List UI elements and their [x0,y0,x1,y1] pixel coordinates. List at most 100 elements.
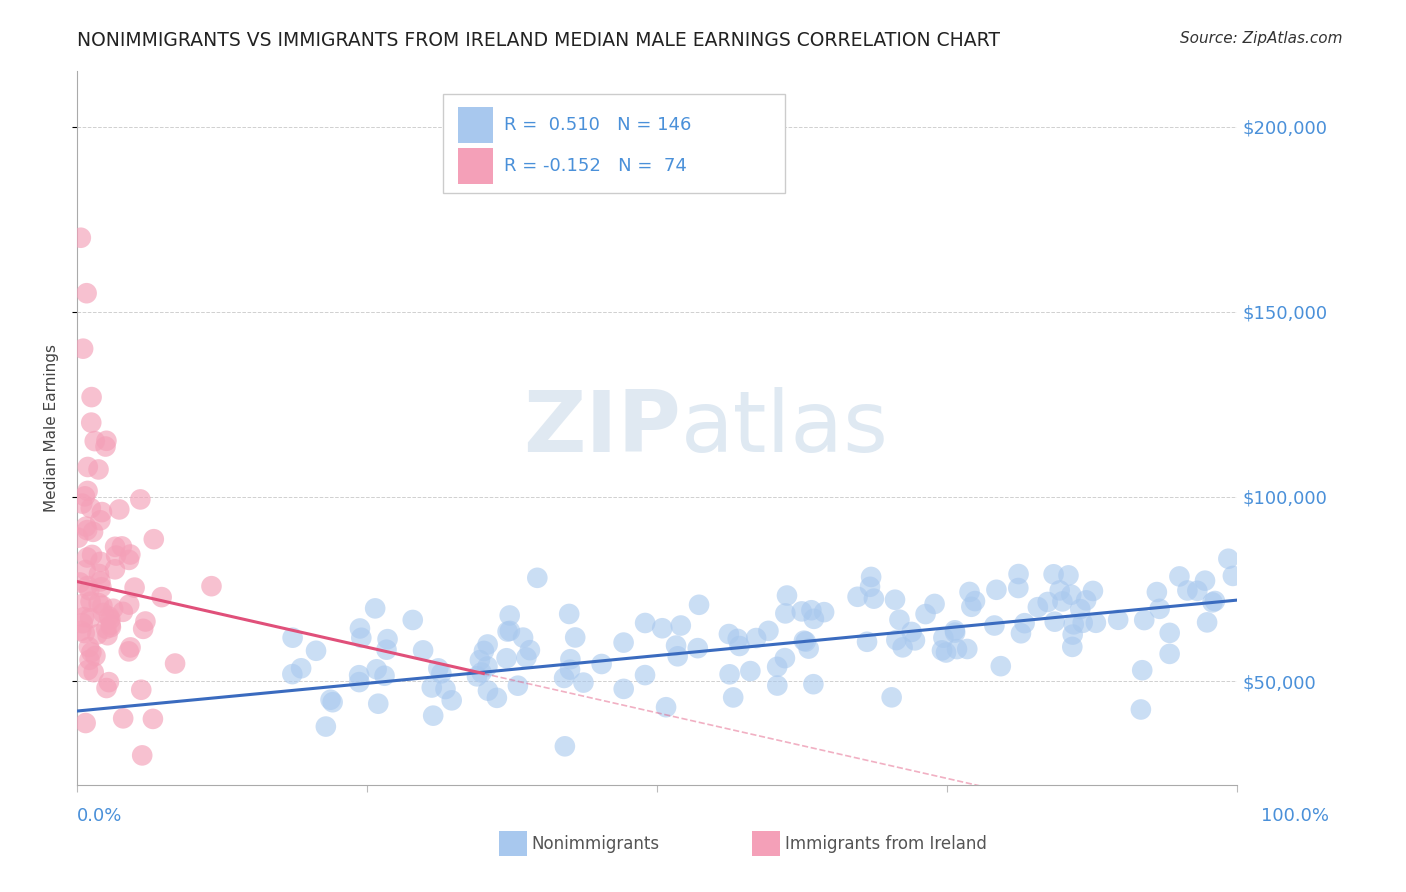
Text: 100.0%: 100.0% [1261,807,1329,825]
Point [564,631,586,645]
Point [496,624,519,639]
Point [803,612,825,626]
Point [880,690,903,705]
Point [290,661,312,675]
Point [924,597,946,611]
Point [856,634,879,648]
Point [96,628,118,642]
Point [1069,602,1091,616]
Point [1042,567,1064,582]
Point [80,416,103,430]
Point [129,682,152,697]
Point [91,606,114,620]
Point [554,739,576,754]
Point [794,634,817,648]
Point [775,607,797,621]
Point [591,657,613,671]
Point [1194,574,1216,588]
Point [1159,626,1181,640]
Point [1007,581,1029,595]
Point [773,651,796,665]
Point [142,532,165,546]
Point [73,626,96,640]
Point [134,615,156,629]
Point [1063,617,1085,632]
Point [118,553,141,567]
Point [87,596,110,610]
Point [364,601,387,615]
Point [70,624,93,638]
Point [91,599,114,613]
Point [79,653,101,667]
Point [1187,583,1209,598]
Point [1130,663,1153,677]
Point [111,540,134,554]
Point [98,612,121,626]
Point [960,599,983,614]
Point [558,663,581,677]
Point [688,598,710,612]
Point [956,642,979,657]
Point [477,638,499,652]
Point [77,663,100,677]
Point [373,669,395,683]
Point [1062,627,1084,641]
Point [1133,613,1156,627]
Point [434,681,457,696]
Point [499,608,522,623]
Point [75,716,97,731]
Point [377,632,399,647]
Point [89,555,111,569]
Point [80,390,103,404]
Point [82,524,104,539]
Point [1201,595,1223,609]
Point [200,579,222,593]
Point [76,550,98,565]
Point [1222,569,1244,583]
Point [666,649,689,664]
Point [80,501,103,516]
Point [1146,585,1168,599]
Point [281,631,304,645]
Point [77,583,100,598]
Point [77,640,100,654]
Point [98,609,121,624]
Point [281,667,304,681]
Point [367,697,389,711]
Point [1159,647,1181,661]
Text: R = -0.152   N =  74: R = -0.152 N = 74 [505,157,688,175]
Point [859,580,882,594]
Point [1071,615,1094,630]
Point [1177,583,1199,598]
Point [477,659,499,673]
Point [75,563,97,577]
Point [120,640,142,655]
Point [1036,595,1059,609]
Point [740,664,762,678]
Point [76,483,98,498]
Point [613,635,636,649]
Point [499,624,522,638]
Point [69,575,91,590]
Point [322,695,344,709]
Point [80,645,103,659]
Point [943,625,966,640]
Point [72,497,94,511]
Point [420,681,443,695]
Point [904,633,927,648]
Point [79,594,101,608]
Point [613,681,636,696]
Point [366,662,388,676]
Point [1074,593,1097,607]
Point [718,667,741,681]
Point [863,591,886,606]
Point [886,633,908,648]
Point [86,627,108,641]
Point [943,624,966,638]
Point [758,624,780,638]
Point [75,519,97,533]
Point [76,286,98,301]
Point [1010,626,1032,640]
Point [305,644,328,658]
Point [1057,568,1080,582]
